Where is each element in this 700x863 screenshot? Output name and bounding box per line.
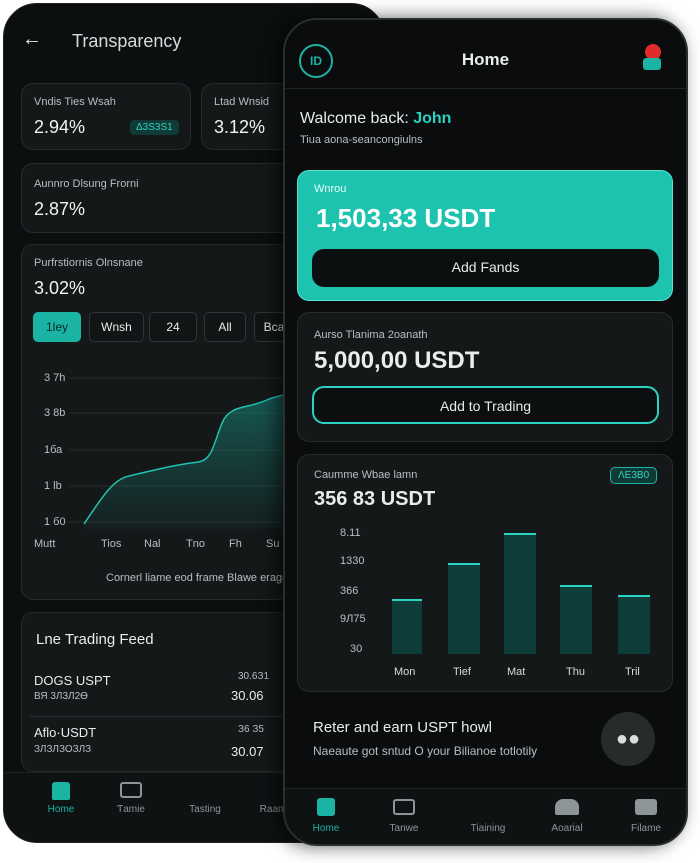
tab[interactable]: Wnsh [89,312,144,342]
price: З6 З5 [238,724,264,735]
referral-button[interactable]: ●● [601,712,655,766]
notification-icon-base [643,58,661,70]
greeting: Walcome back: [300,110,409,127]
stat-card: Vndis Ties Wsah 2.94% Δ3S3S1 [21,83,191,150]
chart-value: 3.02% [34,278,86,298]
screen-title: Transparency [72,31,182,51]
pair: Aflo·USDT [34,725,97,740]
time: ВЯ 3Л3Л2Ѳ [34,691,88,702]
stat-label: Ltad Wnsid [214,96,270,108]
tab[interactable]: 1ley [33,312,81,342]
tab[interactable]: All [204,312,246,342]
add-to-trading-button[interactable]: Add to Trading [312,386,659,424]
badge: Δ3S3S1 [130,120,179,135]
stat-value: 2.87% [34,199,86,219]
nav-icon [393,799,415,815]
bar [618,595,650,654]
amount: 30.07 [231,744,264,759]
bar [448,563,480,654]
bottom-nav [285,788,686,844]
earnings-label: Caumme Wbae lamn [314,469,418,481]
balance-label: Wnrou [314,183,347,195]
area [84,394,299,529]
avatar[interactable]: ID [299,44,333,78]
pair: DOGS USPT [34,673,111,688]
nav-icon [120,782,142,798]
x-label: Tief [453,666,471,678]
divider [285,88,686,89]
divider [30,716,300,717]
stat-label: Aunnro Dlsung Frorni [34,178,139,190]
earnings-card: Caumme Wbae lamn ΛΕ3Β0 356 83 USDT 8.11 … [297,454,673,692]
amount: 30.06 [231,688,264,703]
nav-label[interactable]: Tiaining [470,823,506,834]
price: 30.6З1 [238,671,270,682]
x-label: Tios [101,538,122,550]
x-label: Su [266,538,280,550]
x-label: Nal [144,538,161,550]
welcome-subtitle: Tiua aona-seancongiulns [300,134,423,146]
line-chart [69,377,299,529]
trading-amount: 5,000,00 USDT [314,347,480,374]
front-phone: ID Home Walcome back: John Tiua aona-sea… [283,18,688,846]
x-label: Tril [625,666,640,678]
x-label: Thu [566,666,585,678]
y-label: 1 б0 [44,516,66,528]
feed-title: Lne Trading Feed [36,631,154,648]
x-label: Mutt [34,538,56,550]
y-label: 366 [340,585,359,597]
nav-label[interactable]: Ƭamie [117,804,145,815]
referral-text: Naeaute got sntud O your Bilianoe totlot… [313,744,538,758]
trading-card: Aurso Tlanima 2oanath 5,000,00 USDT Add … [297,312,673,442]
y-label: 3 8b [44,407,66,419]
stat-value: 2.94% [34,117,86,137]
nav-label[interactable]: Tasting [189,804,221,815]
bar [560,585,592,654]
chart-caption: Cornerl liame eod frame Blawe erage [106,572,289,584]
y-label: 30 [350,643,363,655]
time: ЗЛЗЛЗОЗЛЗ [34,744,92,755]
y-label: 9Л75 [340,613,366,625]
stat-value: 3.12% [214,117,266,137]
bar [392,599,422,654]
y-label: 8.11 [340,527,361,539]
back-button[interactable]: ← [22,28,42,50]
nav-icon [52,782,70,800]
x-label: Tno [186,538,205,550]
x-label: Mat [507,666,526,678]
x-label: Mon [394,666,416,678]
balance-card: Wnrou 1,503,33 USDT Add Fands [297,170,673,301]
user-name: John [413,110,452,127]
notification-icon[interactable] [645,44,661,60]
bar [504,533,536,654]
earnings-amount: 356 83 USDT [314,488,436,510]
balance-amount: 1,503,33 USDT [316,203,496,233]
nav-icon [635,799,657,815]
referral-title: Reter and earn USPT howl [313,719,492,736]
y-label: 1 lb [44,480,62,492]
trading-label: Aurso Tlanima 2oanath [314,329,428,341]
nav-label[interactable]: Home [312,823,340,834]
line [83,393,299,525]
add-funds-button[interactable]: Add Fands [312,249,659,287]
badge: ΛΕ3Β0 [610,467,658,484]
x-label: Fh [229,538,242,550]
stat-label: Vndis Ties Wsah [34,96,116,108]
nav-label[interactable]: Raam [259,804,287,815]
y-label: 1330 [340,555,365,567]
nav-label[interactable]: Aoarial [551,823,583,834]
y-label: 3 7h [44,372,66,384]
chart-label: Purfrstiornis Olnsnane [34,257,143,269]
nav-icon [555,799,579,815]
nav-label[interactable]: Tanwe [389,823,419,834]
welcome: Walcome back: John [300,110,451,128]
nav-label[interactable]: Filame [630,823,661,834]
y-label: 1ба [44,444,63,456]
screen-title: Home [461,50,510,69]
nav-label[interactable]: Home [47,804,75,815]
nav-icon [317,798,335,816]
tab[interactable]: 24 [149,312,197,342]
